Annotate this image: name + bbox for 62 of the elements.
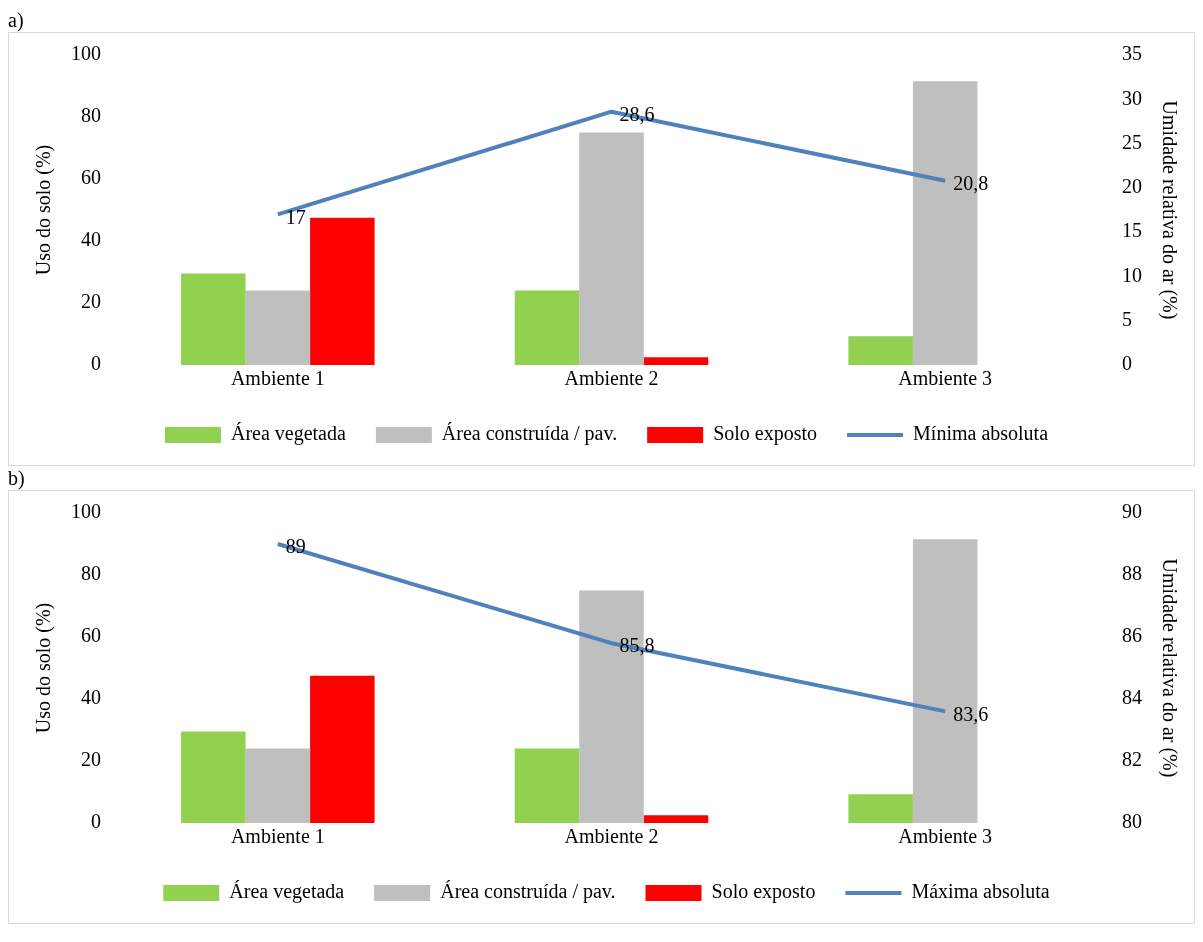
bar xyxy=(848,794,913,823)
y2-tick-label: 82 xyxy=(1122,748,1142,771)
data-label: 20,8 xyxy=(953,172,989,195)
bar xyxy=(643,357,709,365)
data-label: 17 xyxy=(285,205,306,228)
y2-tick-label: 90 xyxy=(1122,500,1142,523)
y-tick-label: 60 xyxy=(81,624,101,647)
y2-tick-label: 88 xyxy=(1122,562,1142,585)
y-tick-label: 100 xyxy=(71,42,101,65)
legend-label: Área construída / pav. xyxy=(440,880,616,904)
x-tick-label: Ambiente 3 xyxy=(898,825,993,848)
y-tick-label: 0 xyxy=(91,352,101,375)
bar xyxy=(514,290,580,365)
bar xyxy=(579,132,644,365)
x-tick-label: Ambiente 1 xyxy=(230,367,325,390)
y-tick-label: 20 xyxy=(81,290,101,313)
y2-tick-label: 25 xyxy=(1122,130,1142,153)
x-tick-label: Ambiente 2 xyxy=(564,367,659,390)
y-axis-title: Uso do solo (%) xyxy=(32,602,56,734)
y2-tick-label: 5 xyxy=(1122,307,1132,330)
legend-label: Solo exposto xyxy=(713,422,818,446)
x-tick-label: Ambiente 1 xyxy=(230,825,325,848)
legend-label: Máxima absoluta xyxy=(911,880,1050,903)
y-tick-label: 80 xyxy=(81,104,101,127)
x-tick-label: Ambiente 2 xyxy=(564,825,659,848)
y-axis-title: Uso do solo (%) xyxy=(32,144,56,276)
y2-tick-label: 0 xyxy=(1122,352,1132,375)
y2-tick-label: 84 xyxy=(1122,686,1142,709)
y2-tick-label: 10 xyxy=(1122,263,1142,286)
y-tick-label: 40 xyxy=(81,686,101,709)
y2-tick-label: 80 xyxy=(1122,810,1142,833)
y2-tick-label: 86 xyxy=(1122,624,1142,647)
y2-tick-label: 15 xyxy=(1122,219,1142,242)
bar xyxy=(181,273,246,365)
y2-tick-label: 30 xyxy=(1122,86,1142,109)
chart-title: a) xyxy=(8,8,25,32)
x-tick-label: Ambiente 3 xyxy=(898,367,993,390)
y2-axis-title: Umidade relativa do ar (%) xyxy=(1157,100,1181,320)
y-tick-label: 60 xyxy=(81,166,101,189)
bar xyxy=(245,748,311,823)
data-label: 83,6 xyxy=(953,702,989,725)
y-tick-label: 40 xyxy=(81,228,101,251)
bar xyxy=(181,731,246,823)
bar xyxy=(310,217,375,365)
bar xyxy=(848,336,913,365)
y2-axis-title: Umidade relativa do ar (%) xyxy=(1157,558,1181,778)
y-tick-label: 80 xyxy=(81,562,101,585)
y2-tick-label: 35 xyxy=(1122,42,1142,65)
bar xyxy=(245,290,311,365)
bar xyxy=(643,815,709,823)
legend-label: Mínima absoluta xyxy=(913,422,1049,445)
y-tick-label: 100 xyxy=(71,500,101,523)
legend-label: Área vegetada xyxy=(229,880,345,904)
y-tick-label: 20 xyxy=(81,748,101,771)
bar xyxy=(310,675,375,823)
legend-label: Solo exposto xyxy=(711,880,816,904)
y-tick-label: 0 xyxy=(91,810,101,833)
bar xyxy=(514,748,580,823)
legend-label: Área construída / pav. xyxy=(441,422,618,446)
legend-label: Área vegetada xyxy=(230,422,346,446)
chart-title: b) xyxy=(8,466,26,490)
y2-tick-label: 20 xyxy=(1122,175,1142,198)
